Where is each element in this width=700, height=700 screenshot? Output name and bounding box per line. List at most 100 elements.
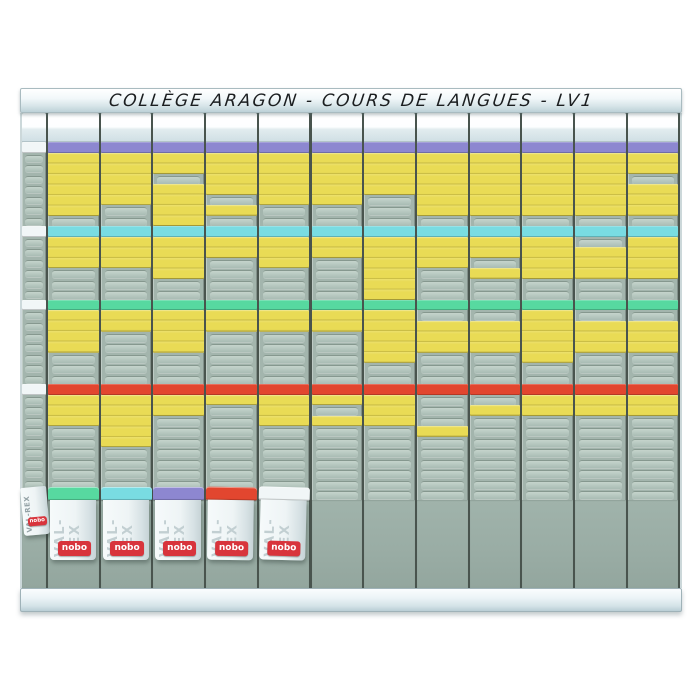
t-card-red[interactable] bbox=[522, 384, 573, 395]
pack-top-card-cyan[interactable] bbox=[100, 487, 152, 500]
t-card-cyan[interactable] bbox=[48, 226, 99, 237]
t-card-cyan[interactable] bbox=[627, 226, 679, 237]
t-card-yellow[interactable] bbox=[153, 184, 205, 226]
t-card-cyan[interactable] bbox=[416, 226, 468, 237]
t-card-purple[interactable] bbox=[575, 142, 626, 153]
t-card-green[interactable] bbox=[627, 300, 679, 310]
t-card-yellow[interactable] bbox=[627, 395, 679, 416]
t-card-yellow[interactable] bbox=[575, 247, 626, 279]
t-card-yellow[interactable] bbox=[469, 237, 521, 258]
t-card-white[interactable] bbox=[22, 300, 46, 310]
t-card-cyan[interactable] bbox=[469, 226, 521, 237]
t-card-yellow[interactable] bbox=[575, 153, 626, 216]
t-card-yellow[interactable] bbox=[258, 237, 310, 268]
t-card-red[interactable] bbox=[575, 384, 626, 395]
t-card-purple[interactable] bbox=[100, 142, 152, 153]
t-card-green[interactable] bbox=[416, 300, 468, 310]
t-card-yellow[interactable] bbox=[258, 395, 310, 426]
t-card-yellow[interactable] bbox=[206, 310, 257, 332]
t-card-yellow[interactable] bbox=[100, 237, 152, 268]
pack-top-card-red[interactable] bbox=[205, 486, 258, 501]
t-card-yellow[interactable] bbox=[153, 395, 205, 416]
t-card-yellow[interactable] bbox=[364, 153, 415, 195]
t-card-cyan[interactable] bbox=[206, 226, 257, 237]
t-card-purple[interactable] bbox=[311, 142, 363, 153]
t-card-red[interactable] bbox=[364, 384, 415, 395]
t-card-yellow[interactable] bbox=[48, 310, 99, 353]
t-card-purple[interactable] bbox=[364, 142, 415, 153]
t-card-yellow[interactable] bbox=[311, 310, 363, 332]
t-card-cyan[interactable] bbox=[153, 226, 205, 237]
t-card-yellow[interactable] bbox=[627, 237, 679, 279]
t-card-red[interactable] bbox=[416, 384, 468, 395]
t-card-yellow[interactable] bbox=[469, 268, 521, 279]
t-card-green[interactable] bbox=[48, 300, 99, 310]
t-card-cyan[interactable] bbox=[364, 226, 415, 237]
t-card-purple[interactable] bbox=[153, 142, 205, 153]
t-card-yellow[interactable] bbox=[627, 184, 679, 216]
column-header-card[interactable] bbox=[627, 113, 679, 142]
t-card-cyan[interactable] bbox=[258, 226, 310, 237]
column-header-card[interactable] bbox=[416, 113, 468, 142]
t-card-white[interactable] bbox=[22, 142, 46, 153]
t-card-yellow[interactable] bbox=[206, 395, 257, 405]
t-card-yellow[interactable] bbox=[153, 153, 205, 174]
t-card-red[interactable] bbox=[48, 384, 99, 395]
t-card-white[interactable] bbox=[22, 384, 46, 395]
t-card-yellow[interactable] bbox=[311, 153, 363, 205]
t-card-yellow[interactable] bbox=[416, 426, 468, 437]
t-card-yellow[interactable] bbox=[153, 310, 205, 353]
t-card-yellow[interactable] bbox=[469, 153, 521, 216]
t-card-green[interactable] bbox=[311, 300, 363, 310]
t-card-yellow[interactable] bbox=[469, 405, 521, 416]
t-card-green[interactable] bbox=[206, 300, 257, 310]
t-card-yellow[interactable] bbox=[206, 205, 257, 216]
t-card-purple[interactable] bbox=[48, 142, 99, 153]
t-card-red[interactable] bbox=[206, 384, 257, 395]
t-card-yellow[interactable] bbox=[522, 153, 573, 216]
t-card-yellow[interactable] bbox=[416, 237, 468, 268]
t-card-yellow[interactable] bbox=[416, 153, 468, 216]
t-card-yellow[interactable] bbox=[48, 153, 99, 216]
t-card-white[interactable] bbox=[22, 226, 46, 237]
t-card-yellow[interactable] bbox=[364, 310, 415, 363]
t-card-yellow[interactable] bbox=[575, 321, 626, 353]
t-card-yellow[interactable] bbox=[206, 153, 257, 195]
column-header-card[interactable] bbox=[522, 113, 573, 142]
t-card-yellow[interactable] bbox=[311, 395, 363, 405]
t-card-yellow[interactable] bbox=[416, 321, 468, 353]
t-card-red[interactable] bbox=[100, 384, 152, 395]
t-card-purple[interactable] bbox=[469, 142, 521, 153]
column-header-card[interactable] bbox=[469, 113, 521, 142]
t-card-purple[interactable] bbox=[627, 142, 679, 153]
t-card-yellow[interactable] bbox=[258, 310, 310, 332]
t-card-yellow[interactable] bbox=[522, 310, 573, 363]
t-card-green[interactable] bbox=[522, 300, 573, 310]
column-header-card[interactable] bbox=[311, 113, 363, 142]
t-card-cyan[interactable] bbox=[575, 226, 626, 237]
t-card-green[interactable] bbox=[153, 300, 205, 310]
column-header-card[interactable] bbox=[48, 113, 99, 142]
t-card-yellow[interactable] bbox=[627, 321, 679, 353]
t-card-green[interactable] bbox=[575, 300, 626, 310]
column-header-card[interactable] bbox=[22, 113, 46, 142]
t-card-red[interactable] bbox=[153, 384, 205, 395]
t-card-yellow[interactable] bbox=[100, 153, 152, 205]
column-header-card[interactable] bbox=[575, 113, 626, 142]
t-card-yellow[interactable] bbox=[100, 395, 152, 447]
t-card-cyan[interactable] bbox=[522, 226, 573, 237]
t-card-green[interactable] bbox=[258, 300, 310, 310]
column-header-card[interactable] bbox=[206, 113, 257, 142]
t-card-green[interactable] bbox=[364, 300, 415, 310]
pack-top-card-white[interactable] bbox=[258, 486, 310, 501]
column-header-card[interactable] bbox=[258, 113, 310, 142]
t-card-yellow[interactable] bbox=[153, 237, 205, 279]
